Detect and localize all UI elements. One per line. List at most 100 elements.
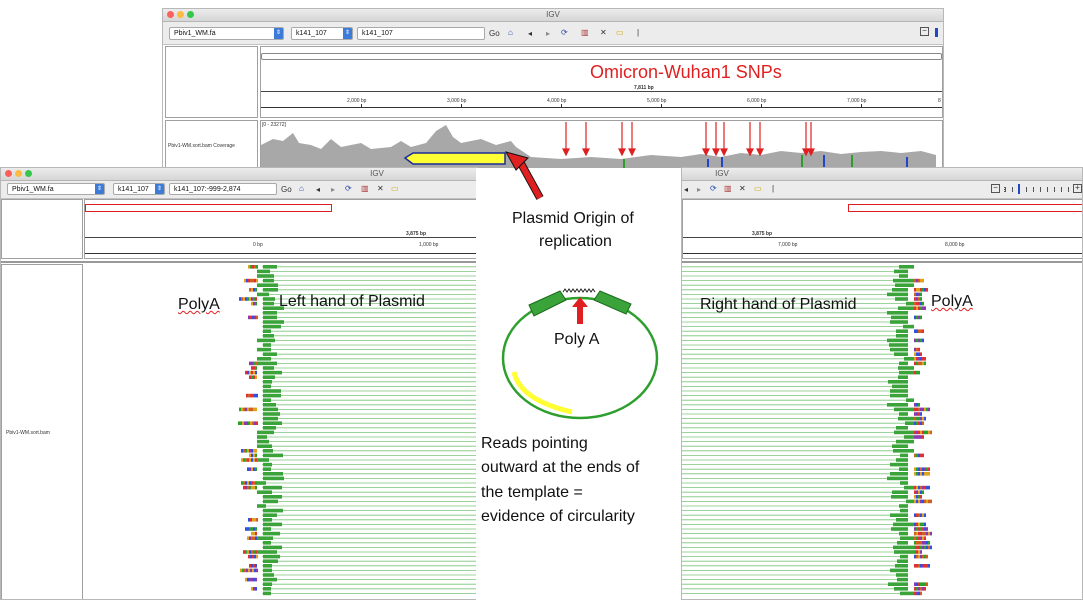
mismatch-base bbox=[918, 288, 920, 292]
comment-icon[interactable]: ▭ bbox=[391, 184, 399, 193]
locus-input[interactable]: k141_107 bbox=[357, 27, 485, 40]
mismatch-base bbox=[249, 481, 251, 485]
zoom-out-button[interactable]: − bbox=[920, 27, 929, 36]
mismatch-base bbox=[922, 499, 924, 504]
mismatch-base bbox=[914, 278, 916, 283]
mismatch-base bbox=[244, 568, 246, 573]
tick-mark bbox=[761, 104, 762, 107]
mismatch-base bbox=[924, 306, 926, 310]
read bbox=[263, 412, 280, 416]
zoom-slider-marker[interactable] bbox=[1018, 184, 1020, 194]
origin-of-replication-feature bbox=[403, 152, 506, 165]
zoom-slider[interactable] bbox=[1004, 187, 1070, 192]
mismatch-base bbox=[916, 453, 918, 458]
zoom-in-button[interactable]: + bbox=[1073, 184, 1082, 193]
mismatch-base bbox=[918, 453, 920, 458]
genome-select[interactable]: Pbiv1_WM.fa ⇕ bbox=[7, 183, 105, 195]
mismatch-base bbox=[249, 467, 251, 471]
separator-bar: | bbox=[637, 28, 640, 37]
tick-label: 3,000 bp bbox=[447, 98, 467, 104]
mismatch-base bbox=[255, 527, 257, 531]
separator-bar: | bbox=[772, 184, 775, 193]
read bbox=[898, 306, 914, 310]
mismatch-base bbox=[254, 265, 256, 269]
ruler-icon[interactable]: ▥ bbox=[581, 28, 589, 37]
tick-mark bbox=[861, 104, 862, 107]
read bbox=[257, 347, 271, 352]
mismatch-base bbox=[245, 485, 247, 490]
mismatch-base bbox=[922, 338, 924, 343]
chromosome-select[interactable]: k141_107 ⇕ bbox=[291, 27, 353, 40]
read bbox=[892, 288, 908, 292]
go-button[interactable]: Go bbox=[489, 29, 500, 38]
mismatch-base bbox=[251, 467, 253, 471]
mismatch-base bbox=[256, 518, 258, 522]
refresh-icon[interactable]: ⟳ bbox=[561, 28, 568, 37]
ruler-icon[interactable]: ▥ bbox=[361, 184, 369, 193]
read bbox=[896, 518, 908, 522]
mismatch-base bbox=[918, 591, 920, 596]
mismatch-base bbox=[255, 370, 257, 375]
mismatch-base bbox=[256, 265, 258, 269]
minimize-window-button[interactable] bbox=[15, 170, 22, 177]
mismatch-base bbox=[916, 352, 918, 356]
mismatch-base bbox=[916, 347, 918, 352]
snp-mark bbox=[906, 157, 908, 169]
forward-icon[interactable]: ▸ bbox=[546, 29, 551, 38]
mismatch-base bbox=[918, 301, 920, 306]
mismatch-base bbox=[250, 278, 252, 283]
pointer-arrow-head bbox=[504, 151, 529, 171]
read bbox=[887, 311, 908, 315]
read bbox=[263, 398, 271, 402]
read bbox=[263, 334, 274, 338]
read bbox=[899, 361, 908, 366]
read bbox=[895, 564, 908, 568]
mismatch-base bbox=[247, 550, 249, 554]
mismatch-base bbox=[253, 301, 255, 306]
close-x-icon[interactable]: ✕ bbox=[377, 184, 384, 193]
back-icon[interactable]: ◂ bbox=[684, 185, 689, 194]
zoom-window-button[interactable] bbox=[25, 170, 32, 177]
mismatch-base bbox=[924, 361, 926, 366]
zoom-window-button[interactable] bbox=[187, 11, 194, 18]
forward-icon[interactable]: ▸ bbox=[331, 185, 336, 194]
close-window-button[interactable] bbox=[5, 170, 12, 177]
tick-label: 0 bp bbox=[253, 242, 263, 248]
locus-input[interactable]: k141_107:-999-2,874 bbox=[169, 183, 277, 195]
left-window-titlebar: IGV bbox=[1, 168, 477, 181]
ideogram-highlight bbox=[848, 204, 1082, 212]
read bbox=[263, 564, 272, 568]
zoom-slider-marker[interactable] bbox=[935, 28, 938, 37]
forward-icon[interactable]: ▸ bbox=[697, 185, 702, 194]
minimize-window-button[interactable] bbox=[177, 11, 184, 18]
go-button[interactable]: Go bbox=[281, 185, 292, 194]
back-icon[interactable]: ◂ bbox=[528, 29, 533, 38]
mismatch-base bbox=[920, 545, 922, 550]
mismatch-base bbox=[920, 416, 922, 421]
chromosome-select[interactable]: k141_107 ⇕ bbox=[113, 183, 165, 195]
close-x-icon[interactable]: ✕ bbox=[739, 184, 746, 193]
refresh-icon[interactable]: ⟳ bbox=[710, 184, 717, 193]
home-icon[interactable]: ⌂ bbox=[508, 28, 513, 37]
mismatch-base bbox=[922, 421, 924, 425]
mismatch-base bbox=[249, 449, 251, 453]
close-x-icon[interactable]: ✕ bbox=[600, 28, 607, 37]
genome-select[interactable]: Pbiv1_WM.fa ⇕ bbox=[169, 27, 284, 40]
left-ruler-panel: 3,875 bp 0 bp 1,000 bp bbox=[84, 199, 477, 259]
mismatch-base bbox=[253, 587, 255, 591]
comment-icon[interactable]: ▭ bbox=[616, 28, 624, 37]
home-icon[interactable]: ⌂ bbox=[299, 184, 304, 193]
comment-icon[interactable]: ▭ bbox=[754, 184, 762, 193]
mismatch-base bbox=[924, 288, 926, 292]
mismatch-base bbox=[918, 403, 920, 407]
top-name-panel bbox=[165, 46, 258, 118]
mismatch-base bbox=[251, 481, 253, 485]
mismatch-base bbox=[243, 485, 245, 490]
mismatch-base bbox=[241, 481, 243, 485]
zoom-out-button[interactable]: − bbox=[991, 184, 1000, 193]
mismatch-base bbox=[255, 587, 257, 591]
close-window-button[interactable] bbox=[167, 11, 174, 18]
ruler-icon[interactable]: ▥ bbox=[724, 184, 732, 193]
back-icon[interactable]: ◂ bbox=[316, 185, 321, 194]
refresh-icon[interactable]: ⟳ bbox=[345, 184, 352, 193]
